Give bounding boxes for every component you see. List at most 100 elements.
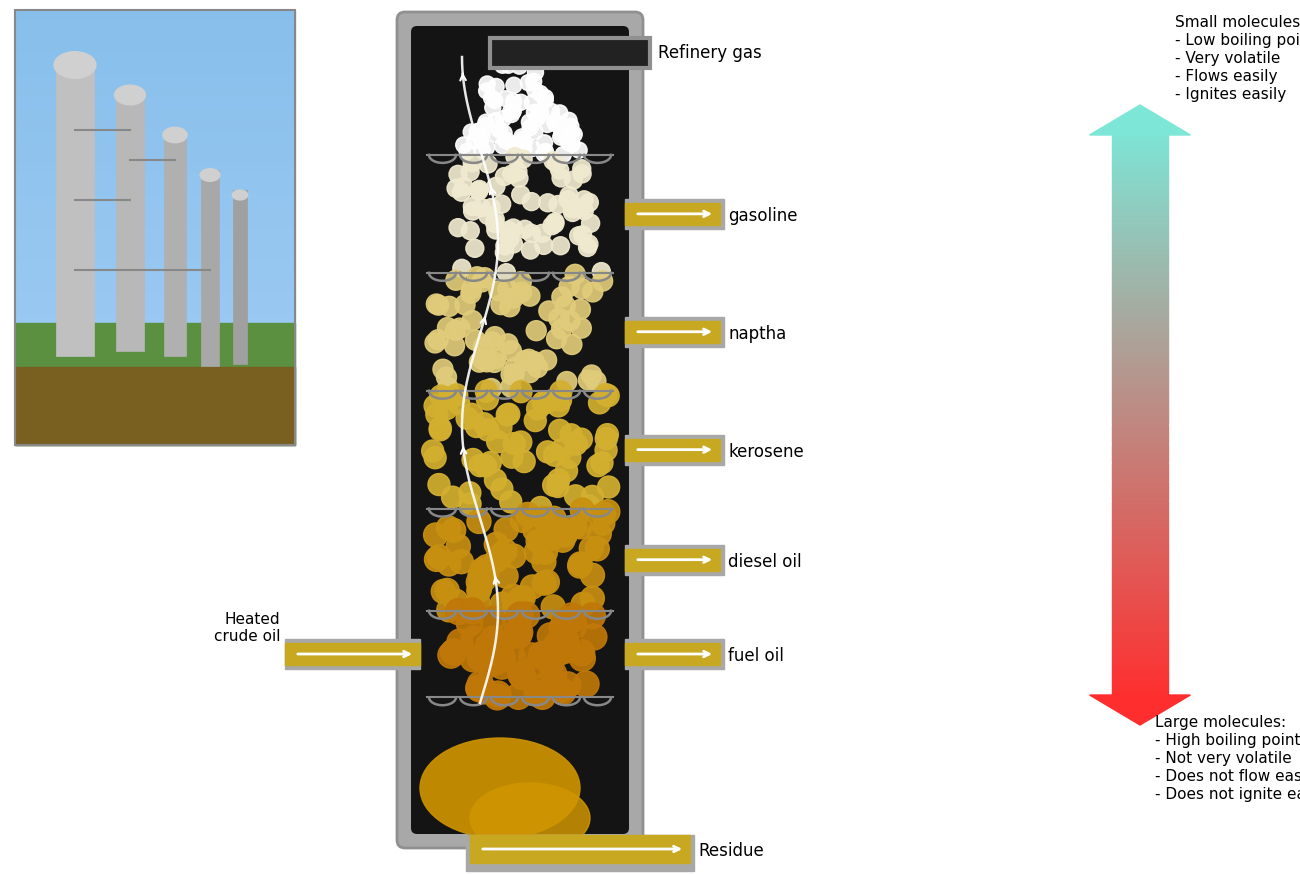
Bar [1112,255,1167,257]
Circle shape [543,632,569,658]
Bar [1112,166,1167,168]
Circle shape [503,433,525,454]
Bar [1112,370,1167,371]
Circle shape [592,503,615,526]
Circle shape [445,336,464,356]
Circle shape [503,608,529,635]
Bar [16,367,295,445]
Circle shape [446,320,465,340]
Bar [1112,253,1167,255]
Bar [1112,260,1167,261]
Circle shape [551,528,575,552]
Circle shape [546,329,567,349]
Bar [1112,170,1167,172]
Circle shape [554,628,580,654]
Circle shape [523,120,538,135]
Bar [490,38,650,68]
Circle shape [478,83,495,99]
Bar [1112,420,1167,423]
Circle shape [549,614,575,641]
Bar [1112,501,1167,503]
Circle shape [523,225,541,242]
Bar [16,358,295,369]
Text: - Low boiling point: - Low boiling point [1175,33,1300,48]
Circle shape [528,642,554,668]
Circle shape [429,295,448,316]
Circle shape [442,518,465,543]
Bar [1112,662,1167,664]
Ellipse shape [420,738,580,838]
Bar [1112,642,1167,643]
Bar [1112,316,1167,318]
Circle shape [549,196,567,213]
Bar [1112,236,1167,239]
Circle shape [595,500,620,524]
Circle shape [524,410,546,432]
Circle shape [573,225,592,244]
Circle shape [506,148,524,166]
Text: naptha: naptha [728,325,786,343]
Circle shape [428,329,448,350]
Bar [1112,181,1167,184]
Bar [1112,478,1167,480]
Bar [1112,326,1167,328]
Bar [465,835,694,871]
Bar [16,271,295,282]
Circle shape [559,603,585,629]
Circle shape [447,392,469,414]
Bar [1112,320,1167,322]
Bar [16,97,295,108]
Bar [1112,292,1167,294]
Circle shape [520,286,540,306]
Circle shape [485,469,507,491]
Circle shape [437,552,461,576]
Bar [1112,331,1167,333]
Bar [1112,690,1167,692]
Bar [1112,406,1167,407]
Bar [1112,265,1167,267]
Bar [1112,656,1167,658]
Circle shape [532,392,554,413]
Circle shape [595,384,616,406]
Bar [1112,305,1167,307]
Bar [1112,457,1167,459]
Circle shape [485,327,504,347]
Circle shape [595,439,617,461]
Bar [1112,563,1167,565]
Bar [1112,411,1167,413]
Bar [16,413,295,423]
Circle shape [429,417,451,440]
Bar [1112,333,1167,336]
Circle shape [477,419,499,441]
Bar [1112,221,1167,223]
Circle shape [572,279,592,299]
Text: kerosene: kerosene [728,442,803,461]
Circle shape [586,454,608,476]
Circle shape [510,663,536,690]
Bar [1112,282,1167,284]
Circle shape [476,388,498,410]
Bar [625,643,720,665]
Bar [1112,537,1167,538]
Bar [1112,274,1167,276]
Circle shape [508,662,534,688]
Bar [1112,373,1167,375]
Circle shape [473,198,490,217]
Circle shape [541,595,566,619]
Bar [1112,462,1167,464]
Circle shape [547,517,571,540]
Text: - Flows easily: - Flows easily [1175,69,1278,84]
Circle shape [560,424,582,446]
Bar [1112,677,1167,679]
Circle shape [536,392,558,413]
Circle shape [455,295,474,315]
Circle shape [494,517,519,542]
Bar [1112,464,1167,467]
Circle shape [551,439,572,461]
Circle shape [421,440,443,462]
Circle shape [506,77,521,94]
Circle shape [510,509,534,532]
Circle shape [533,540,558,565]
Circle shape [462,163,480,181]
Bar [1112,205,1167,206]
